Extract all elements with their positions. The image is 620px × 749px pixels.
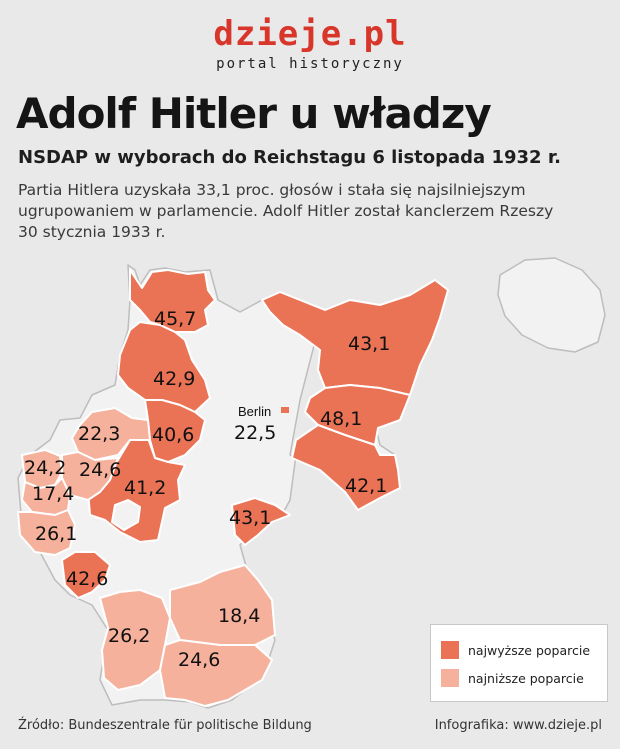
- region-koblenz: [21, 477, 71, 516]
- region-chemnitz: [231, 497, 291, 546]
- region-palatinate: [61, 551, 111, 599]
- berlin-marker: [281, 407, 289, 413]
- page-title: Adolf Hitler u władzy: [16, 89, 492, 138]
- value-label: 43,1: [348, 333, 390, 355]
- region-hanover: [117, 321, 211, 413]
- description: Partia Hitlera uzyskała 33,1 proc. głosó…: [18, 180, 608, 243]
- east-prussia-base: [497, 257, 606, 353]
- value-label: 45,7: [154, 308, 196, 330]
- value-label: 17,4: [32, 483, 74, 505]
- region-trier: [17, 509, 76, 556]
- germany-election-map: Berlin 45,7 43,1 42,9 48,1 22,5 22,3 40,…: [17, 257, 606, 709]
- source-note: Źródło: Bundeszentrale für politische Bi…: [18, 718, 312, 733]
- legend-swatch-high: [441, 641, 459, 659]
- value-label: 24,6: [178, 649, 220, 671]
- credit-note: Infografika: www.dzieje.pl: [434, 718, 602, 733]
- value-label: 22,3: [78, 423, 120, 445]
- region-frankfurt-oder: [304, 384, 411, 446]
- value-label: 48,1: [320, 408, 362, 430]
- description-line: Partia Hitlera uzyskała 33,1 proc. głosó…: [18, 181, 526, 199]
- value-label: 26,1: [35, 523, 77, 545]
- value-label: 43,1: [229, 507, 271, 529]
- legend-label-high: najwyższe poparcie: [468, 642, 591, 658]
- legend-item-low: najniższe poparcie: [441, 667, 584, 689]
- legend-item-high: najwyższe poparcie: [441, 639, 590, 661]
- value-label: 42,6: [66, 568, 108, 590]
- legend-label-low: najniższe poparcie: [468, 670, 584, 686]
- value-label: 40,6: [152, 424, 194, 446]
- description-line: 30 stycznia 1933 r.: [18, 223, 166, 241]
- value-label: 42,9: [153, 368, 195, 390]
- value-label: 42,1: [345, 475, 387, 497]
- value-label: 41,2: [124, 477, 166, 499]
- region-upper-bavaria: [159, 639, 273, 707]
- region-lower-bavaria: [169, 564, 276, 646]
- region-westphalia-north: [71, 407, 151, 461]
- page-subtitle: NSDAP w wyborach do Reichstagu 6 listopa…: [18, 147, 561, 168]
- description-line: ugrupowaniem w parlamencie. Adolf Hitler…: [18, 202, 554, 220]
- city-label-berlin: Berlin: [238, 404, 271, 419]
- region-liegnitz: [291, 424, 401, 511]
- region-east-prussia: [261, 279, 449, 396]
- value-label: 24,2: [24, 457, 66, 479]
- logo-tagline: portal historyczny: [216, 56, 404, 72]
- value-label: 18,4: [218, 605, 260, 627]
- region-schleswig: [129, 269, 216, 333]
- site-logo[interactable]: dzieje.pl portal historyczny: [0, 14, 620, 72]
- enclave-thuringia: [111, 499, 141, 531]
- value-label: 24,6: [79, 459, 121, 481]
- value-label: 26,2: [108, 625, 150, 647]
- map-legend: najwyższe poparcie najniższe poparcie: [430, 624, 608, 702]
- legend-swatch-low: [441, 669, 459, 687]
- value-label: 22,5: [234, 422, 276, 444]
- logo-text: dzieje.pl: [213, 14, 407, 54]
